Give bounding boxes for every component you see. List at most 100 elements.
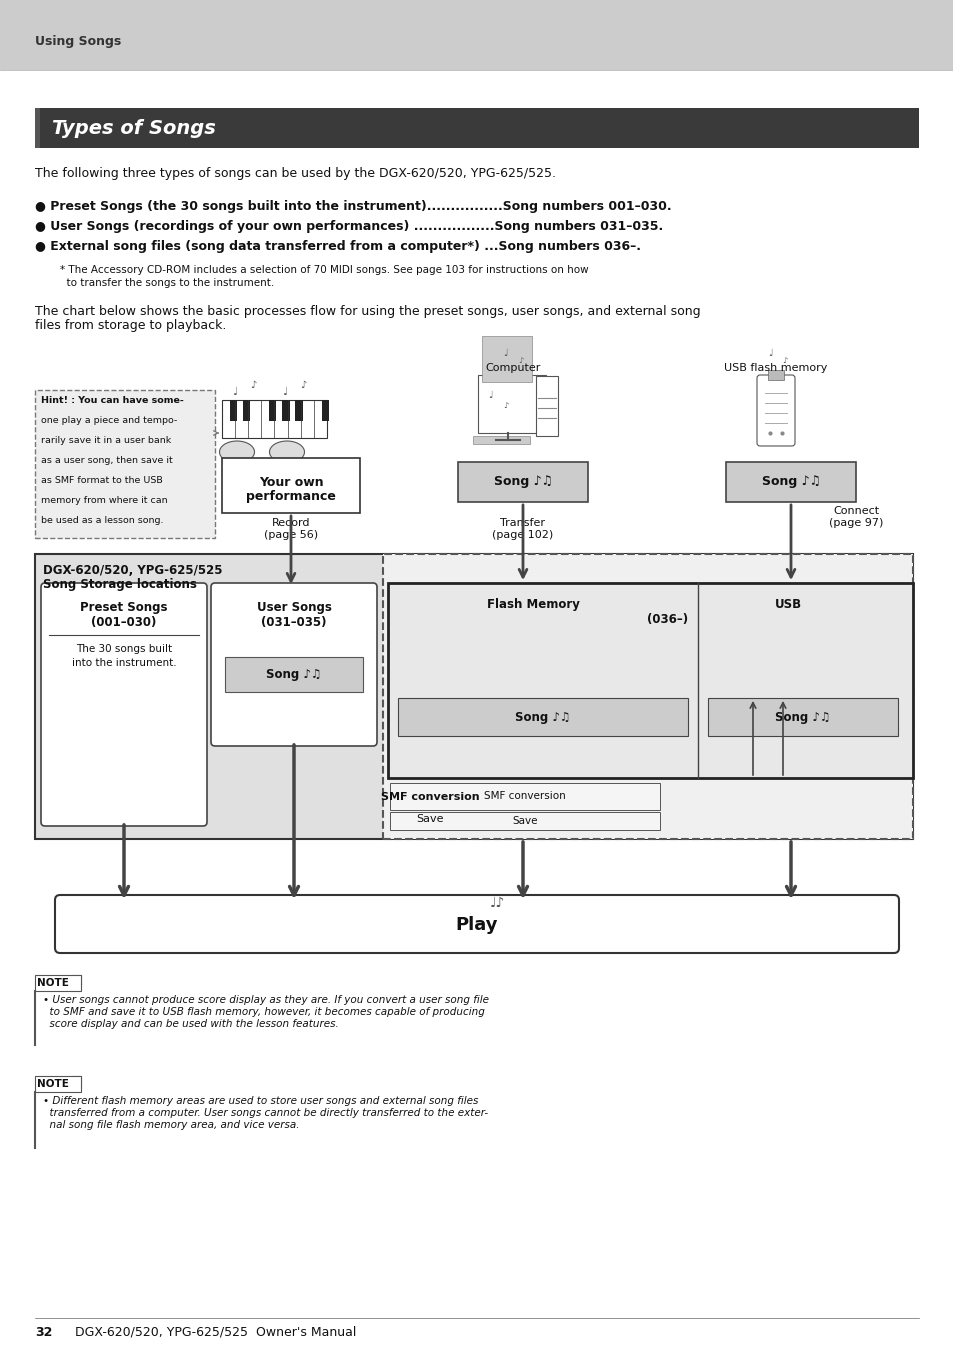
Text: ♪: ♪ <box>517 357 523 365</box>
Bar <box>536 376 558 436</box>
Text: ♩: ♩ <box>502 349 507 358</box>
Bar <box>767 370 783 380</box>
Text: memory from where it can: memory from where it can <box>41 496 168 505</box>
Bar <box>473 436 530 444</box>
Ellipse shape <box>269 440 304 463</box>
Text: files from storage to playback.: files from storage to playback. <box>35 319 226 332</box>
Text: Preset Songs
(001–030): Preset Songs (001–030) <box>80 601 168 630</box>
FancyBboxPatch shape <box>757 376 794 446</box>
Text: Save: Save <box>512 816 537 825</box>
Text: ♪: ♪ <box>781 357 786 365</box>
FancyBboxPatch shape <box>35 390 214 538</box>
Bar <box>222 400 327 438</box>
Ellipse shape <box>219 440 254 463</box>
Bar <box>230 400 237 422</box>
Text: (page 97): (page 97) <box>828 517 882 528</box>
Text: SMF conversion: SMF conversion <box>483 790 565 801</box>
Text: Song ♪♫: Song ♪♫ <box>515 711 570 724</box>
Text: Transfer: Transfer <box>500 517 545 528</box>
Text: as SMF format to the USB: as SMF format to the USB <box>41 476 163 485</box>
Text: NOTE: NOTE <box>37 1079 69 1089</box>
Bar <box>35 975 81 992</box>
Text: Using Songs: Using Songs <box>35 35 121 49</box>
Text: DGX-620/520, YPG-625/525  Owner's Manual: DGX-620/520, YPG-625/525 Owner's Manual <box>75 1325 356 1339</box>
Bar <box>225 657 363 692</box>
Text: * The Accessory CD-ROM includes a selection of 70 MIDI songs. See page 103 for i: * The Accessory CD-ROM includes a select… <box>60 265 588 276</box>
Bar <box>35 554 912 839</box>
Text: ♪: ♪ <box>250 380 256 390</box>
Text: Song ♪♫: Song ♪♫ <box>760 476 820 489</box>
Text: Computer: Computer <box>485 363 540 373</box>
Bar <box>321 400 329 422</box>
Text: to SMF and save it to USB flash memory, however, it becomes capable of producing: to SMF and save it to USB flash memory, … <box>43 1006 484 1017</box>
Text: The following three types of songs can be used by the DGX-620/520, YPG-625/525.: The following three types of songs can b… <box>35 168 556 180</box>
Text: performance: performance <box>246 490 335 503</box>
Text: The chart below shows the basic processes flow for using the preset songs, user : The chart below shows the basic processe… <box>35 305 700 317</box>
Text: Flash Memory: Flash Memory <box>486 598 578 611</box>
Text: nal song file flash memory area, and vice versa.: nal song file flash memory area, and vic… <box>43 1120 299 1129</box>
Text: ● External song files (song data transferred from a computer*) ...Song numbers 0: ● External song files (song data transfe… <box>35 240 640 253</box>
Text: ♩: ♩ <box>767 349 772 358</box>
Text: ● Preset Songs (the 30 songs built into the instrument)................Song numb: ● Preset Songs (the 30 songs built into … <box>35 200 671 213</box>
Bar <box>295 400 302 422</box>
Text: to transfer the songs to the instrument.: to transfer the songs to the instrument. <box>60 278 274 288</box>
Bar <box>397 698 687 736</box>
Polygon shape <box>71 975 81 984</box>
Bar <box>222 458 359 513</box>
Text: Hint! : You can have some-: Hint! : You can have some- <box>41 396 184 405</box>
Bar <box>35 1075 81 1092</box>
Text: Save: Save <box>416 815 443 824</box>
Text: ♩: ♩ <box>232 386 237 397</box>
Text: ♩♪: ♩♪ <box>490 896 505 911</box>
Text: Record: Record <box>272 517 310 528</box>
Bar <box>269 400 276 422</box>
Text: • User songs cannot produce score display as they are. If you convert a user son: • User songs cannot produce score displa… <box>43 994 489 1005</box>
Text: User Songs
(031–035): User Songs (031–035) <box>256 601 331 630</box>
Text: Connect: Connect <box>832 507 878 516</box>
Text: into the instrument.: into the instrument. <box>71 658 176 667</box>
Text: Song ♪♫: Song ♪♫ <box>493 476 552 489</box>
Text: ♩: ♩ <box>488 390 492 400</box>
Bar <box>282 400 290 422</box>
Text: Play: Play <box>456 916 497 934</box>
Text: DGX-620/520, YPG-625/525: DGX-620/520, YPG-625/525 <box>43 563 222 577</box>
Text: (page 56): (page 56) <box>264 530 317 540</box>
Text: (page 102): (page 102) <box>492 530 553 540</box>
FancyBboxPatch shape <box>41 584 207 825</box>
Text: ♩: ♩ <box>282 386 287 397</box>
Text: one play a piece and tempo-: one play a piece and tempo- <box>41 416 177 426</box>
Text: Your own: Your own <box>258 476 323 489</box>
Text: Song Storage locations: Song Storage locations <box>43 578 196 590</box>
Bar <box>481 336 532 382</box>
FancyBboxPatch shape <box>390 784 659 811</box>
Text: ♪: ♪ <box>299 380 306 390</box>
Text: transferred from a computer. User songs cannot be directly transferred to the ex: transferred from a computer. User songs … <box>43 1108 488 1119</box>
Bar <box>725 462 855 503</box>
Text: 32: 32 <box>35 1325 52 1339</box>
Bar <box>457 462 587 503</box>
Bar <box>35 108 918 149</box>
Text: score display and can be used with the lesson features.: score display and can be used with the l… <box>43 1019 338 1029</box>
Text: Song ♪♫: Song ♪♫ <box>775 711 830 724</box>
FancyBboxPatch shape <box>390 812 659 830</box>
Text: ♪: ♪ <box>502 401 508 409</box>
Text: be used as a lesson song.: be used as a lesson song. <box>41 516 163 526</box>
Text: USB flash memory: USB flash memory <box>723 363 827 373</box>
Bar <box>0 0 953 70</box>
Text: SMF conversion: SMF conversion <box>380 792 478 802</box>
Bar <box>477 376 545 434</box>
Text: Types of Songs: Types of Songs <box>52 119 215 138</box>
Text: (036–): (036–) <box>647 613 688 626</box>
Text: as a user song, then save it: as a user song, then save it <box>41 457 172 465</box>
Text: The 30 songs built: The 30 songs built <box>76 644 172 654</box>
Text: • Different flash memory areas are used to store user songs and external song fi: • Different flash memory areas are used … <box>43 1096 477 1106</box>
Bar <box>382 554 912 839</box>
Text: Song ♪♫: Song ♪♫ <box>266 667 321 681</box>
Bar <box>243 400 250 422</box>
Text: USB: USB <box>774 598 801 611</box>
FancyBboxPatch shape <box>211 584 376 746</box>
Bar <box>388 584 912 778</box>
Text: ● User Songs (recordings of your own performances) .................Song numbers: ● User Songs (recordings of your own per… <box>35 220 662 232</box>
Polygon shape <box>71 1075 81 1085</box>
Text: NOTE: NOTE <box>37 978 69 988</box>
